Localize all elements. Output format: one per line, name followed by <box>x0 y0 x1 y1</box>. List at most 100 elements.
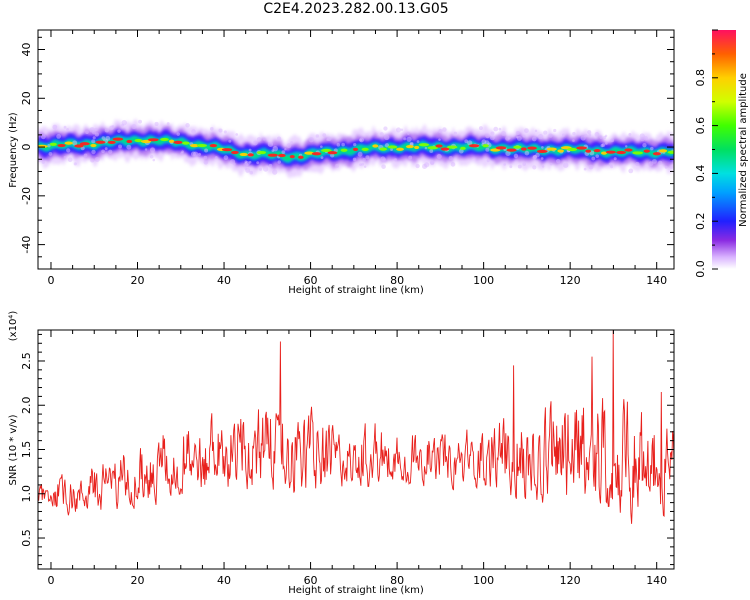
spectrogram-speckle <box>580 135 586 141</box>
spectrogram-speckle <box>382 158 387 163</box>
spectrogram-speckle <box>515 130 520 136</box>
spectrogram-speckle <box>438 138 441 141</box>
spectrogram-speckle <box>108 149 113 154</box>
spectrogram-speckle <box>90 158 95 163</box>
spectrogram-speckle <box>408 155 413 160</box>
spectrogram-speckle <box>509 165 513 169</box>
spectrogram-speckle <box>531 136 537 142</box>
spectrogram-hotspot <box>605 150 616 154</box>
spectrogram-hotspot <box>57 143 66 148</box>
spectrogram-speckle <box>92 136 96 140</box>
spectrogram-speckle <box>485 133 490 139</box>
spectrogram-speckle <box>608 162 613 167</box>
spectrogram-speckle <box>83 153 88 158</box>
spectrogram-speckle <box>48 152 53 156</box>
spectrogram-speckle <box>390 148 394 151</box>
spectrogram-speckle <box>341 142 345 147</box>
spectrogram-speckle <box>94 132 99 137</box>
spectrogram-speckle <box>522 162 527 166</box>
x-tick-label: 60 <box>304 274 318 287</box>
spectrogram-speckle <box>218 128 223 133</box>
spectrogram-speckle <box>664 165 668 169</box>
spectrogram-speckle <box>244 160 248 164</box>
y-tick-label: 2.5 <box>20 352 33 370</box>
spectrogram-speckle <box>277 136 282 141</box>
spectrogram-speckle <box>516 135 519 139</box>
colorbar-gradient <box>712 30 736 269</box>
spectrogram-speckle <box>549 162 553 166</box>
spectrogram-speckle <box>591 156 596 161</box>
x-tick-label: 140 <box>646 574 667 587</box>
spectrogram-hotspot <box>527 146 537 150</box>
spectrogram-hotspot <box>513 145 522 149</box>
spectrogram-speckle <box>599 135 603 139</box>
spectrogram-speckle <box>362 157 366 162</box>
spectrogram-speckle <box>214 156 218 159</box>
spectrogram-speckle <box>429 149 434 153</box>
spectrogram-speckle <box>244 167 248 170</box>
colorbar-tick-label: 0.0 <box>694 260 707 278</box>
spectrogram-speckle <box>256 137 262 142</box>
spectrogram-speckle <box>493 126 499 132</box>
spectrogram-speckle <box>498 127 502 131</box>
spectrogram-speckle <box>223 155 229 160</box>
spectrogram-speckle <box>85 130 89 135</box>
spectrogram-speckle <box>583 167 587 171</box>
x-tick-label: 140 <box>646 274 667 287</box>
y-tick-label: 2.0 <box>20 396 33 414</box>
spectrogram-speckle <box>104 128 109 133</box>
spectrogram-hotspot <box>134 138 143 143</box>
spectrogram-speckle <box>501 131 506 136</box>
spectrogram-hotspot <box>196 143 208 148</box>
colorbar-ticks: 0.0 0.2 0.4 0.6 0.8 <box>694 29 718 278</box>
spectrogram-speckle <box>400 128 404 132</box>
spectrogram-speckle <box>73 162 77 166</box>
y-tick-label: -20 <box>20 187 33 205</box>
colorbar-tick-label: 0.4 <box>694 165 707 183</box>
spectrogram-hotspot <box>643 149 650 153</box>
spectrogram-speckle <box>403 137 407 141</box>
spectrogram-speckle <box>594 132 600 137</box>
spectrogram-speckle <box>424 146 428 150</box>
spectrogram-speckle <box>650 146 654 151</box>
spectrogram-frame <box>37 29 675 270</box>
spectrogram-speckle <box>652 158 657 164</box>
spectrogram-speckle <box>537 134 544 140</box>
spectrogram-hotspot <box>190 144 200 148</box>
spectrogram-speckle <box>422 163 428 169</box>
spectrogram-speckle <box>197 152 202 156</box>
spectrogram-ticks: 0 20 40 60 80 100 120 140 40 20 0 -20 -40 <box>20 30 674 287</box>
spectrogram-speckle <box>628 133 632 137</box>
spectrogram-hotspot <box>414 145 420 150</box>
spectrogram-hotspot <box>79 142 90 146</box>
spectrogram-speckle <box>209 127 214 131</box>
x-tick-label: 40 <box>217 574 231 587</box>
y-tick-label: -40 <box>20 236 33 254</box>
spectrogram-speckle <box>522 134 526 138</box>
spectrogram-speckle <box>56 133 62 139</box>
spectrogram-speckle <box>152 158 156 162</box>
spectrogram-hotspot <box>90 143 97 148</box>
spectrogram-speckle <box>503 162 507 166</box>
spectrogram-speckle <box>625 145 628 148</box>
spectrogram-hotspot <box>247 153 254 157</box>
spectrogram-speckle <box>138 119 142 124</box>
spectrogram-speckle <box>379 132 384 137</box>
spectrogram-hotspot <box>221 148 233 152</box>
spectrogram-speckle <box>588 133 592 137</box>
spectrogram-speckle <box>326 138 329 141</box>
spectrogram-hotspot <box>298 155 304 159</box>
spectrogram-speckle <box>438 128 443 134</box>
spectrogram-speckle <box>315 134 319 138</box>
spectrogram-speckle <box>381 164 386 169</box>
spectrogram-speckle <box>335 163 340 168</box>
spectrogram-speckle <box>513 153 519 159</box>
colorbar: 0.0 0.2 0.4 0.6 0.8 Normalized spectral ampl… <box>694 29 749 278</box>
spectrogram-speckle <box>203 160 209 165</box>
spectrogram-speckle <box>272 145 279 152</box>
spectrogram-speckle <box>180 151 184 156</box>
snr-xlabel: Height of straight line (km) <box>288 585 424 596</box>
y-tick-label: 20 <box>20 91 33 105</box>
spectrogram-hotspot <box>405 144 414 149</box>
